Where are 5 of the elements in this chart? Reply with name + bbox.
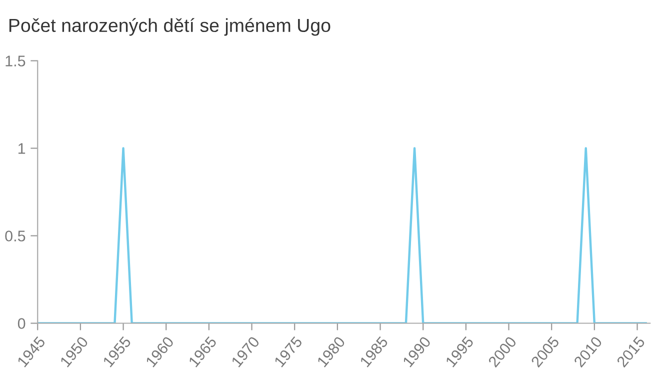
y-tick-label: 1: [18, 143, 26, 154]
chart-title: Počet narozených dětí se jménem Ugo: [9, 18, 330, 36]
y-tick-label: 1.5: [6, 56, 26, 66]
y-tick-label: 0.5: [5, 230, 26, 242]
y-tick-label: 0: [18, 318, 26, 329]
